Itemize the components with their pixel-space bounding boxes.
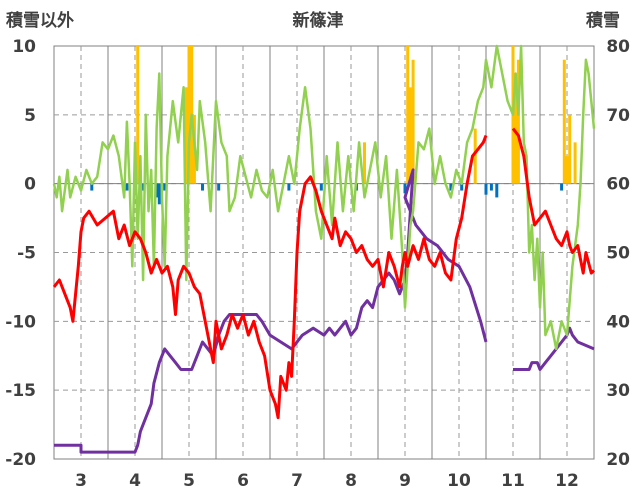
bar (473, 128, 477, 184)
y-tick-label-right: 60 (606, 175, 630, 195)
x-ticks: 3 4 5 6 7 8 9 10 11 12 (75, 471, 579, 491)
x-tick-label: 8 (345, 471, 357, 491)
series-line (52, 44, 596, 351)
x-tick-label: 6 (237, 471, 249, 491)
y-tick-label-right: 30 (606, 381, 630, 401)
y-tick-label-right: 20 (606, 450, 630, 470)
bar (565, 156, 569, 184)
y-tick-label-left: 0 (24, 175, 36, 195)
bar (495, 183, 499, 198)
bar (516, 59, 520, 184)
y-tick-label-right: 50 (606, 244, 630, 264)
chart-title: 新篠津 (293, 10, 344, 31)
bar (187, 46, 191, 184)
bar (484, 183, 488, 195)
bar (449, 183, 453, 191)
y-tick-label-left: -15 (5, 381, 36, 401)
bar (163, 183, 167, 191)
y-tick-label-left: 5 (24, 106, 36, 126)
y-tick-label-left: -20 (5, 450, 36, 470)
bar (403, 183, 407, 194)
y-tick-label-left: -10 (5, 312, 36, 332)
bar (573, 142, 577, 184)
bar (406, 46, 410, 184)
y-tick-label-left: -5 (17, 244, 36, 264)
bar (489, 183, 493, 191)
series-line (513, 326, 595, 371)
bar (141, 183, 145, 191)
right-axis-label: 積雪 (586, 10, 620, 31)
bar (560, 183, 564, 191)
y-ticks-right: 80 70 60 50 40 30 20 (606, 37, 630, 470)
bar (217, 183, 221, 191)
y-tick-label-right: 40 (606, 312, 630, 332)
series-lines (52, 44, 596, 454)
bar (90, 183, 94, 191)
bar (514, 73, 518, 184)
x-tick-label: 5 (183, 471, 195, 491)
bar (287, 183, 291, 191)
bar (157, 183, 161, 205)
x-tick-label: 11 (501, 471, 525, 491)
x-tick-label: 3 (75, 471, 87, 491)
x-tick-label: 10 (447, 471, 471, 491)
x-tick-label: 12 (555, 471, 579, 491)
y-tick-label-left: 10 (12, 37, 36, 57)
series-line (54, 168, 488, 454)
bar (184, 87, 188, 184)
bar (411, 59, 415, 184)
bar (363, 142, 366, 184)
x-tick-label: 4 (129, 471, 141, 491)
bar (201, 183, 204, 191)
bar (568, 114, 572, 184)
bar (319, 183, 323, 191)
series-line (52, 134, 488, 420)
series-line (511, 127, 596, 275)
bar (125, 183, 129, 191)
y-ticks-left: 10 5 0 -5 -10 -15 -20 (5, 37, 36, 470)
x-tick-label: 9 (399, 471, 411, 491)
y-tick-label-right: 80 (606, 37, 630, 57)
left-axis-label: 積雪以外 (6, 10, 74, 31)
bar (408, 87, 412, 184)
bar (136, 46, 140, 184)
y-tick-label-right: 70 (606, 106, 630, 126)
bars (90, 46, 577, 205)
bar (460, 183, 464, 191)
bar (562, 59, 566, 184)
x-tick-label: 7 (291, 471, 303, 491)
